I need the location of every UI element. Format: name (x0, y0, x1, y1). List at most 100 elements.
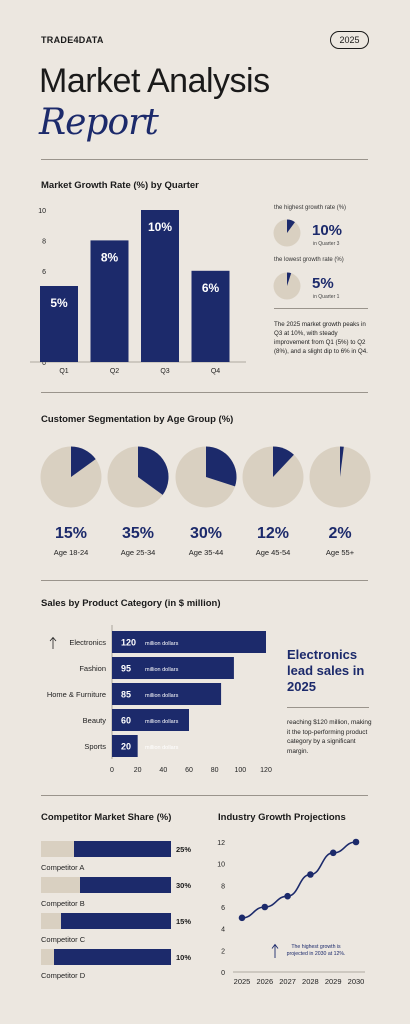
lowest-rate-value: 5% (312, 275, 334, 292)
x-tick-label: 80 (211, 767, 219, 774)
page-title-line2: Report (39, 102, 159, 143)
projection-point (284, 892, 291, 900)
x-tick-label: 120 (260, 767, 272, 774)
x-tick-label: 40 (159, 767, 167, 774)
bar-data-label: 85 (121, 690, 131, 700)
age-group-label: Age 35-44 (188, 548, 224, 557)
segmentation-section-title: Customer Segmentation by Age Group (%) (41, 414, 234, 425)
age-group-label: Age 45-54 (255, 548, 291, 557)
highest-rate-pie (273, 219, 301, 247)
bar-unit-label: million dollars (145, 641, 179, 647)
share-fill (41, 877, 80, 893)
projection-line (241, 841, 357, 919)
bar-unit-label: million dollars (145, 719, 179, 725)
competitor-name: Competitor A (41, 863, 85, 872)
y-tick-label: 12 (217, 840, 225, 847)
y-tick-label: 6 (221, 905, 225, 912)
y-tick-label: 2 (221, 948, 225, 955)
page-title-line1: Market Analysis (39, 62, 270, 100)
bar-data-label: 120 (121, 638, 136, 648)
competitor-section-title: Competitor Market Share (%) (41, 812, 172, 823)
age-group-pie (309, 446, 371, 508)
age-group-label: Age 18-24 (53, 548, 89, 557)
growth-bar (90, 240, 129, 362)
y-tick-label: 0 (221, 970, 225, 977)
x-tick-label: 2026 (256, 977, 273, 986)
bar-unit-label: million dollars (145, 667, 179, 673)
x-tick-label: 2030 (348, 977, 365, 986)
bar-data-label: 60 (121, 716, 131, 726)
divider (41, 580, 368, 581)
x-tick-label: 0 (110, 767, 114, 774)
bar-data-label: 10% (148, 220, 172, 234)
divider (41, 159, 368, 160)
x-tick-label: 20 (134, 767, 142, 774)
age-group-percent: 30% (189, 525, 223, 542)
y-tick-label: 10 (38, 208, 46, 215)
y-tick-label: 8 (221, 883, 225, 890)
y-tick-label: 10 (217, 862, 225, 869)
projection-point (352, 838, 360, 846)
up-arrow-icon (271, 943, 279, 958)
x-tick-label: 2025 (234, 977, 251, 986)
bar-data-label: 5% (50, 296, 68, 310)
projection-point (329, 849, 337, 857)
share-percent: 25% (176, 845, 192, 854)
highest-rate-label: the highest growth rate (%) (274, 205, 347, 211)
age-group-percent: 15% (54, 525, 88, 542)
sales-description: reaching $120 million, making it the top… (287, 719, 372, 755)
share-fill (41, 913, 61, 929)
age-group-percent: 12% (256, 525, 290, 542)
share-fill (41, 841, 74, 857)
year-badge: 2025 (330, 31, 369, 49)
bar-data-label: 6% (202, 281, 220, 295)
bar-data-label: 20 (121, 742, 131, 752)
projection-point (307, 871, 314, 878)
x-tick-label: 2029 (325, 977, 342, 986)
sales-bar (112, 631, 266, 653)
share-track (41, 841, 171, 857)
sales-headline: Electronics lead sales in 2025 (287, 647, 365, 694)
y-tick-label: 6 (42, 269, 46, 276)
pie-slice (340, 446, 344, 477)
y-tick-label: 0 (42, 360, 46, 367)
x-tick-label: Q4 (211, 368, 220, 375)
y-tick-label: 4 (221, 927, 225, 934)
category-label: Sports (84, 742, 106, 751)
bar-data-label: 95 (121, 664, 131, 674)
lowest-rate-label: the lowest growth rate (%) (274, 257, 344, 263)
x-tick-label: 100 (234, 767, 246, 774)
x-tick-label: 2027 (279, 977, 296, 986)
age-group-label: Age 55+ (325, 548, 355, 557)
share-track (41, 877, 171, 893)
x-tick-label: 2028 (302, 977, 319, 986)
category-label: Electronics (69, 638, 106, 647)
highest-rate-value: 10% (312, 222, 343, 239)
projection-section-title: Industry Growth Projections (218, 812, 346, 823)
side-divider (287, 707, 369, 708)
lowest-rate-pie (273, 272, 301, 300)
x-tick-label: Q1 (59, 368, 68, 375)
sales-bar-chart: 120 million dollars Electronics 95 million d… (47, 625, 272, 774)
age-group-pie (242, 446, 304, 508)
share-track (41, 949, 171, 965)
bar-unit-label: million dollars (145, 693, 179, 699)
pie-slice (138, 446, 169, 495)
growth-section-title: Market Growth Rate (%) by Quarter (41, 180, 199, 191)
projection-note: The highest growth is projected in 2030 a… (287, 944, 346, 957)
age-group-pie (40, 446, 102, 508)
age-group-percent: 2% (328, 525, 352, 542)
category-label: Beauty (83, 716, 107, 725)
sales-bar (112, 709, 189, 731)
sales-bar (112, 735, 138, 757)
share-track (41, 913, 171, 929)
side-divider (274, 308, 368, 309)
competitor-name: Competitor B (41, 899, 85, 908)
age-group-percent: 35% (121, 525, 155, 542)
sales-bar (112, 683, 222, 705)
growth-summary: The 2025 market growth peaks in Q3 at 10… (274, 321, 368, 355)
category-label: Fashion (79, 664, 106, 673)
growth-bar (141, 210, 179, 362)
pie-slice (273, 446, 294, 477)
